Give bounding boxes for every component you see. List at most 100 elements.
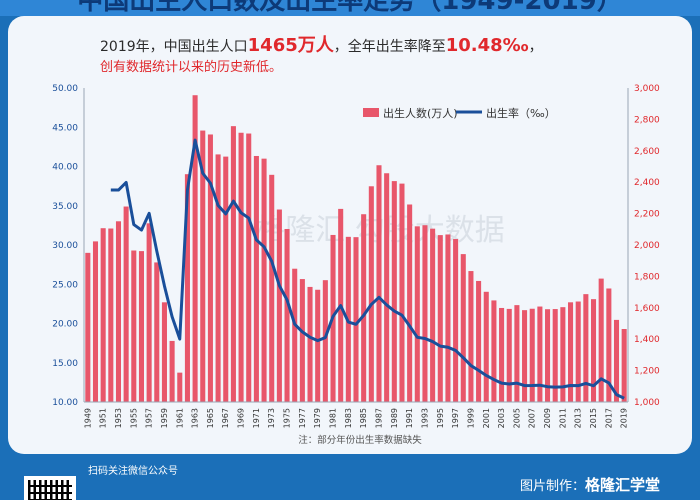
bar-2007 bbox=[529, 308, 535, 402]
bar-2013 bbox=[575, 301, 581, 402]
chart-note: 注：部分年份出生率数据缺失 bbox=[298, 434, 422, 446]
bar-1980 bbox=[322, 280, 328, 402]
bar-1988 bbox=[384, 173, 390, 402]
x-tick-label: 1999 bbox=[466, 408, 475, 428]
x-tick-label: 1955 bbox=[129, 408, 138, 428]
bar-2010 bbox=[552, 309, 558, 402]
bar-1998 bbox=[460, 254, 466, 402]
bar-2001 bbox=[483, 291, 489, 402]
bar-1972 bbox=[261, 158, 267, 402]
left-tick-label: 50.00 bbox=[52, 84, 78, 94]
bar-1949 bbox=[85, 252, 91, 402]
x-tick-label: 1973 bbox=[267, 408, 276, 428]
left-tick-label: 40.00 bbox=[52, 163, 78, 173]
x-tick-label: 1985 bbox=[359, 408, 368, 428]
bar-1993 bbox=[422, 225, 428, 402]
bar-1952 bbox=[108, 228, 114, 402]
right-tick-label: 1,400 bbox=[634, 335, 660, 345]
bar-1975 bbox=[284, 228, 290, 402]
bar-1973 bbox=[269, 174, 275, 402]
x-tick-label: 1981 bbox=[329, 408, 338, 428]
left-tick-label: 45.00 bbox=[52, 123, 78, 133]
bar-1992 bbox=[414, 226, 420, 402]
bar-1976 bbox=[292, 268, 298, 402]
x-tick-label: 1969 bbox=[237, 408, 246, 428]
publisher-name: 格隆汇学堂 bbox=[585, 476, 661, 494]
x-tick-label: 1989 bbox=[390, 408, 399, 428]
left-tick-label: 10.00 bbox=[52, 398, 78, 408]
left-tick-label: 15.00 bbox=[52, 359, 78, 369]
bar-1962 bbox=[184, 174, 190, 402]
qr-code[interactable] bbox=[24, 476, 76, 500]
x-tick-label: 1975 bbox=[283, 408, 292, 428]
bar-2014 bbox=[583, 294, 589, 402]
bar-1950 bbox=[92, 241, 99, 402]
bar-1994 bbox=[430, 228, 436, 402]
x-tick-label: 1967 bbox=[221, 408, 230, 428]
bar-1979 bbox=[315, 289, 321, 402]
headline-text-1: 2019年，中国出生人口 bbox=[100, 39, 248, 55]
bar-1986 bbox=[368, 186, 374, 402]
headline-text-2: ，全年出生率降至 bbox=[333, 39, 446, 55]
bar-2019 bbox=[621, 329, 627, 402]
right-tick-label: 2,800 bbox=[634, 115, 660, 125]
bar-1970 bbox=[246, 133, 252, 402]
publisher: 图片制作：格隆汇学堂 bbox=[520, 474, 660, 495]
x-tick-label: 2007 bbox=[528, 408, 537, 428]
bar-1995 bbox=[437, 235, 443, 402]
top-banner bbox=[0, 0, 700, 16]
bar-1953 bbox=[115, 221, 122, 402]
right-tick-label: 1,600 bbox=[634, 304, 660, 314]
legend: 出生人数(万人) 出生率（‰） bbox=[363, 106, 556, 120]
bar-1974 bbox=[276, 209, 282, 402]
x-tick-label: 1983 bbox=[344, 408, 353, 428]
bar-1964 bbox=[200, 130, 206, 403]
bar-1951 bbox=[100, 228, 106, 402]
headline-text-3: ， bbox=[528, 39, 543, 55]
bar-1959 bbox=[161, 302, 167, 402]
bar-2000 bbox=[476, 280, 482, 402]
left-axis: 10.00 15.00 20.00 25.00 30.00 35.00 40.00 45.00… bbox=[52, 84, 85, 408]
bar-1989 bbox=[391, 181, 397, 402]
x-tick-label: 1971 bbox=[252, 408, 261, 428]
x-tick-label: 2017 bbox=[604, 408, 613, 428]
x-tick-label: 1987 bbox=[375, 408, 384, 428]
x-tick-label: 1951 bbox=[99, 408, 108, 428]
legend-label-rate: 出生率（‰） bbox=[486, 106, 556, 120]
right-tick-label: 3,000 bbox=[634, 84, 660, 94]
left-tick-label: 25.00 bbox=[52, 280, 78, 290]
bar-2008 bbox=[537, 306, 543, 402]
x-tick-label: 2009 bbox=[543, 408, 552, 428]
x-tick-label: 1963 bbox=[191, 408, 200, 428]
x-tick-label: 2015 bbox=[589, 408, 598, 428]
legend-label-births: 出生人数(万人) bbox=[383, 106, 458, 120]
x-tick-label: 1953 bbox=[114, 408, 123, 428]
bar-1961 bbox=[177, 372, 183, 402]
headline: 2019年，中国出生人口1465万人，全年出生率降至10.48‰， 创有数据统计… bbox=[100, 36, 543, 78]
x-tick-label: 1977 bbox=[298, 408, 307, 428]
right-tick-label: 2,600 bbox=[634, 147, 660, 157]
x-tick-label: 2011 bbox=[558, 408, 567, 428]
bar-1954 bbox=[123, 206, 129, 402]
bar-1985 bbox=[361, 214, 367, 402]
bar-1997 bbox=[453, 239, 459, 402]
bar-2003 bbox=[499, 307, 505, 402]
bar-1956 bbox=[138, 251, 144, 402]
bar-2018 bbox=[613, 319, 620, 402]
bar-1990 bbox=[399, 183, 405, 402]
bar-2002 bbox=[491, 300, 497, 402]
bar-2011 bbox=[560, 307, 566, 402]
left-tick-label: 35.00 bbox=[52, 202, 78, 212]
bar-1987 bbox=[376, 165, 382, 402]
right-tick-label: 1,200 bbox=[634, 367, 660, 377]
right-tick-label: 2,400 bbox=[634, 178, 660, 188]
x-tick-label: 2019 bbox=[620, 408, 629, 428]
page-title: 中国出生人口数及出生率走势（1949-2019） bbox=[77, 0, 623, 16]
left-tick-label: 20.00 bbox=[52, 320, 78, 330]
bar-2005 bbox=[514, 305, 520, 402]
headline-births: 1465万人 bbox=[247, 35, 334, 56]
headline-rate: 10.48‰ bbox=[445, 35, 529, 56]
x-tick-label: 1995 bbox=[436, 408, 445, 428]
bar-1996 bbox=[445, 234, 451, 402]
bar-2006 bbox=[522, 310, 528, 402]
